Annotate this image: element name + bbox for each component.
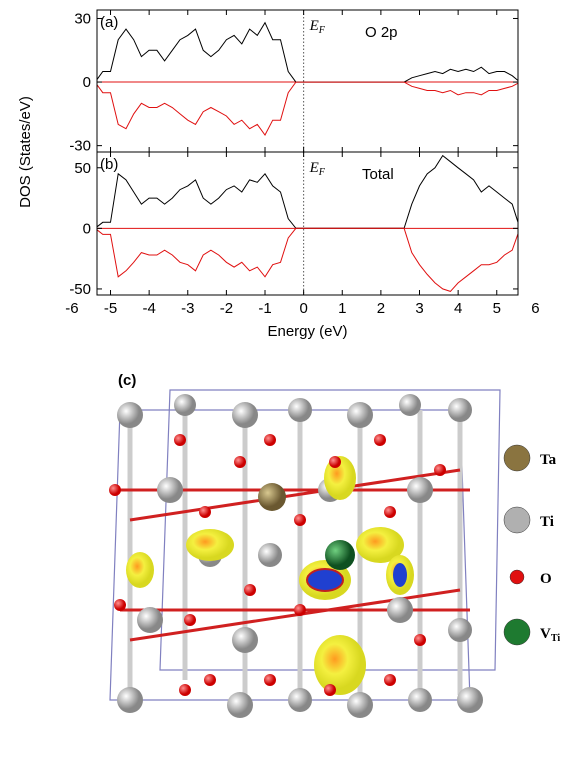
fermi-subscript: F [318, 25, 326, 36]
dos-curve [97, 227, 518, 292]
dos-curve [97, 154, 518, 229]
x-tick-label: -5 [104, 300, 117, 317]
o-atoms [109, 434, 446, 696]
x-axis-label: Energy (eV) [267, 323, 347, 340]
legend-swatch [503, 506, 531, 534]
cell-edge [159, 389, 501, 671]
x-tick-label: -2 [220, 300, 233, 317]
fermi-symbol: E [309, 160, 319, 176]
x-tick-label: 2 [377, 300, 385, 317]
annotation: O 2p [365, 24, 398, 41]
y-tick-label: 0 [83, 74, 91, 91]
legend-symbol: V [540, 626, 551, 642]
fermi-label: EF [309, 160, 326, 178]
x-tick-label: 1 [338, 300, 346, 317]
legend-label: O [540, 571, 552, 587]
legend-swatch [509, 569, 525, 585]
crystal-structure [109, 389, 501, 718]
legend-swatch [503, 618, 531, 646]
vacancy [325, 540, 355, 570]
plot-frame [96, 151, 519, 296]
plot-frame [96, 9, 519, 153]
legend-subscript: Ti [551, 633, 560, 644]
legend-label: Ta [540, 452, 557, 468]
ta-atom [258, 483, 286, 511]
x-tick-label: -3 [181, 300, 194, 317]
y-tick-label: 0 [83, 220, 91, 237]
charge-density [306, 568, 344, 592]
bonds [127, 405, 463, 700]
x-tick-label: -6 [65, 300, 78, 317]
fermi-subscript: F [318, 167, 326, 178]
panel-label: (a) [100, 14, 118, 31]
fermi-symbol: E [309, 18, 319, 34]
legend-label: VTi [540, 626, 560, 644]
legend-symbol: Ta [540, 452, 557, 468]
charge-density [393, 563, 407, 587]
x-tick-label: -4 [142, 300, 155, 317]
panel-label: (b) [100, 156, 118, 173]
panel-label: (c) [118, 372, 136, 389]
x-tick-label: 0 [299, 300, 307, 317]
y-axis-label: DOS (States/eV) [17, 96, 34, 208]
y-tick-label: 30 [74, 10, 91, 27]
x-tick-label: -1 [258, 300, 271, 317]
dos-curve [97, 21, 518, 83]
legend-swatch [503, 444, 531, 472]
x-tick-label: 5 [493, 300, 501, 317]
y-tick-label: -50 [69, 281, 91, 298]
dos-curve [97, 81, 518, 136]
legend-label: Ti [540, 514, 554, 530]
fermi-label: EF [309, 18, 326, 36]
ti-atoms [117, 394, 483, 718]
x-tick-label: 3 [415, 300, 423, 317]
legend-symbol: O [540, 571, 552, 587]
annotation: Total [362, 166, 394, 183]
x-tick-label: 6 [531, 300, 539, 317]
y-tick-label: 50 [74, 160, 91, 177]
x-tick-label: 4 [454, 300, 462, 317]
y-tick-label: -30 [69, 138, 91, 155]
legend-symbol: Ti [540, 514, 554, 530]
